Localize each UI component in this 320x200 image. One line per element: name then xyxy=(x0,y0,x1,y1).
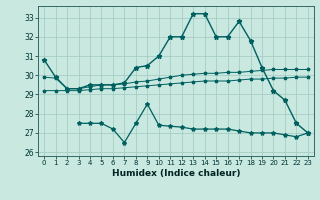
X-axis label: Humidex (Indice chaleur): Humidex (Indice chaleur) xyxy=(112,169,240,178)
